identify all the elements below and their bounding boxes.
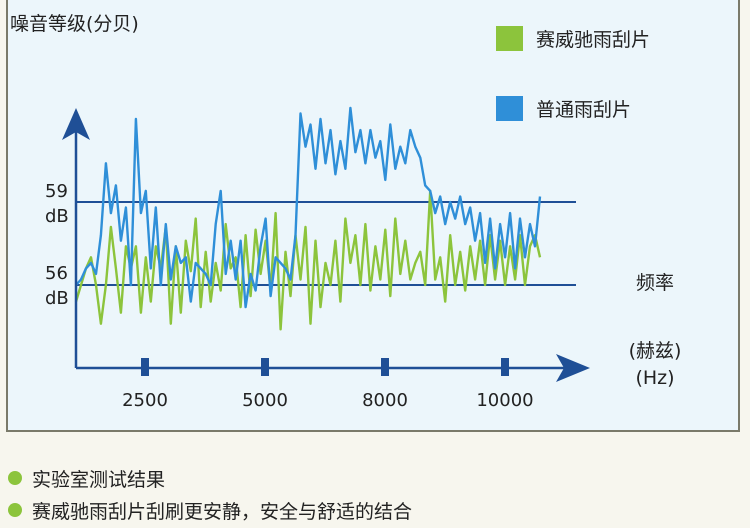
x-axis-unit-cn: (赫兹) — [629, 340, 682, 362]
x-axis-arrow — [556, 354, 590, 382]
y-axis-arrow — [62, 108, 90, 140]
note-text: 赛威驰雨刮片刮刷更安静，安全与舒适的结合 — [32, 500, 413, 523]
legend-label-2: 普通雨刮片 — [536, 99, 631, 121]
series-line-standard — [75, 106, 542, 309]
ref-label-56-value: 56 — [45, 263, 68, 284]
x-axis-title: 频率 — [636, 272, 674, 294]
x-tick-mark-5000 — [261, 358, 269, 376]
bullet-dot-icon — [8, 503, 22, 517]
x-tick-label-8000: 8000 — [362, 390, 408, 411]
x-tick-mark-2500 — [141, 358, 149, 376]
x-tick-mark-10000 — [501, 358, 509, 376]
legend: 赛威驰雨刮片 普通雨刮片 — [496, 26, 650, 121]
x-tick-label-5000: 5000 — [242, 390, 288, 411]
x-axis-unit-hz: (Hz) — [635, 367, 674, 389]
x-tick-label-2500: 2500 — [122, 390, 168, 411]
x-tick-mark-8000 — [381, 358, 389, 376]
legend-swatch-2 — [496, 96, 523, 121]
ref-label-59-unit: dB — [45, 206, 69, 227]
legend-label-1: 赛威驰雨刮片 — [536, 29, 650, 51]
note-item: 赛威驰雨刮片刮刷更安静，安全与舒适的结合 — [8, 494, 412, 526]
ref-label-56-unit: dB — [45, 288, 69, 309]
series-line-sevich — [74, 189, 542, 331]
y-axis-title: 噪音等级(分贝) — [10, 13, 139, 35]
chart-panel — [6, 0, 740, 432]
note-item: 实验室测试结果 — [8, 462, 412, 494]
note-text: 实验室测试结果 — [32, 468, 166, 491]
x-tick-label-10000: 10000 — [476, 390, 533, 411]
noise-chart: 噪音等级(分贝) 赛威驰雨刮片 普通雨刮片 59 dB 56 dB 2500 5… — [10, 13, 682, 411]
ref-label-59-value: 59 — [45, 181, 68, 202]
bullet-dot-icon — [8, 471, 22, 485]
result-notes: 实验室测试结果 赛威驰雨刮片刮刷更安静，安全与舒适的结合 — [8, 462, 412, 526]
legend-swatch-1 — [496, 26, 523, 51]
